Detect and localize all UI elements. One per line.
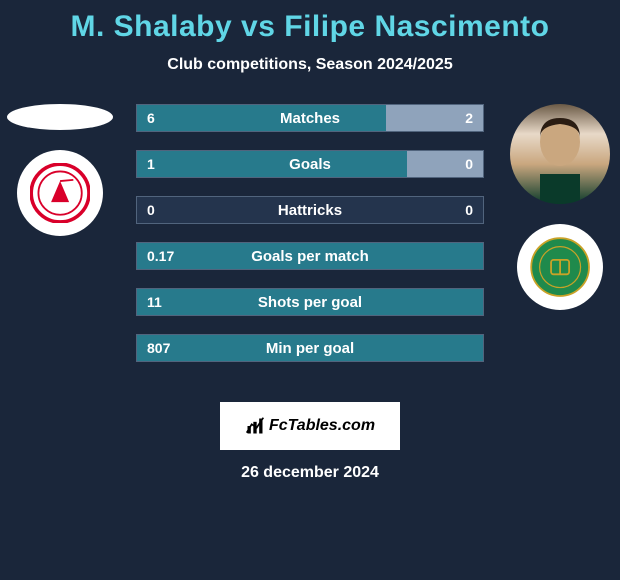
stat-row: 0.17Goals per match [136,242,484,270]
subtitle: Club competitions, Season 2024/2025 [0,56,620,74]
right-player-avatar [510,104,610,204]
brand-box[interactable]: FcTables.com [220,402,400,450]
left-club-badge [17,150,103,236]
page-title: M. Shalaby vs Filipe Nascimento [0,0,620,44]
title-vs: vs [241,10,275,43]
stat-label: Min per goal [137,340,483,357]
brand-text: FcTables.com [269,417,375,435]
chart-icon [245,416,265,436]
left-player-avatar [7,104,113,130]
right-avatars [500,104,620,310]
stat-label: Hattricks [137,202,483,219]
title-player-left: M. Shalaby [70,10,232,43]
right-club-badge [517,224,603,310]
zamalek-badge-icon [30,163,90,223]
title-player-right: Filipe Nascimento [284,10,549,43]
footer-date: 26 december 2024 [0,464,620,482]
stat-label: Goals [137,156,483,173]
player-silhouette-icon [510,104,610,204]
stat-label: Shots per goal [137,294,483,311]
stat-row: 10Goals [136,150,484,178]
stat-bars: 62Matches 10Goals 00Hattricks 0.17Goals per… [136,104,484,362]
stat-row: 11Shots per goal [136,288,484,316]
stat-row: 807Min per goal [136,334,484,362]
stat-row: 62Matches [136,104,484,132]
comparison-area: 62Matches 10Goals 00Hattricks 0.17Goals per… [0,104,620,384]
alittihad-badge-icon [530,237,590,297]
left-avatars [0,104,120,236]
stat-label: Goals per match [137,248,483,265]
stat-row: 00Hattricks [136,196,484,224]
stat-label: Matches [137,110,483,127]
